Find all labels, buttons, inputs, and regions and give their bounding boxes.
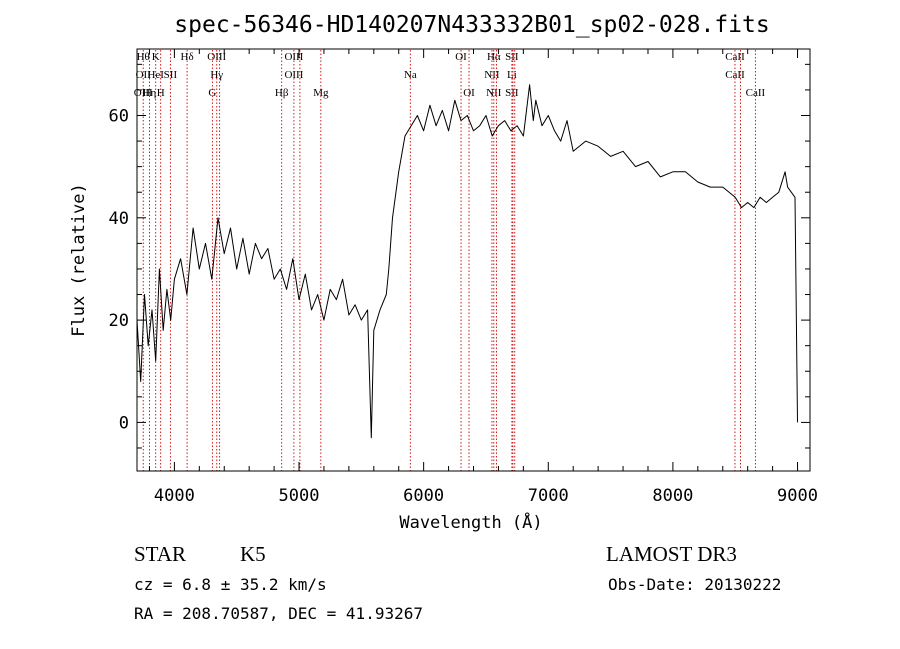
line-marker-label: Hα	[487, 51, 501, 63]
redshift-cz: cz = 6.8 ± 35.2 km/s	[134, 575, 327, 594]
line-marker-label: SII	[505, 51, 519, 63]
x-tick-label: 6000	[403, 486, 444, 506]
line-markers: HθOIIOIIIHηKHeIHSIIHδGOIIIHγHβOIIIOIIIMg…	[134, 50, 766, 471]
x-tick-label: 5000	[279, 486, 320, 506]
y-tick-label: 40	[109, 209, 129, 229]
y-tick-label: 60	[109, 106, 129, 126]
line-marker-label: SII	[164, 69, 178, 81]
x-tick-label: 7000	[528, 486, 569, 506]
coordinates: RA = 208.70587, DEC = 41.93267	[134, 604, 423, 623]
line-marker-label: Na	[404, 69, 417, 81]
line-marker-label: CaII	[746, 87, 766, 99]
spectrum-line	[136, 84, 798, 439]
object-class: STAR	[134, 542, 186, 566]
line-marker-label: NII	[486, 87, 502, 99]
x-tick-label: 9000	[777, 486, 818, 506]
y-tick-label: 0	[119, 413, 129, 433]
spectrum-series	[136, 84, 798, 439]
x-axis-label: Wavelength (Å)	[399, 511, 542, 533]
subclass: K5	[240, 542, 266, 566]
line-marker-label: Hβ	[275, 87, 289, 99]
y-axis-label: Flux (relative)	[69, 183, 89, 337]
x-tick-label: 8000	[652, 486, 693, 506]
chart-title: spec-56346-HD140207N433332B01_sp02-028.f…	[174, 12, 769, 38]
line-marker-label: Li	[507, 69, 517, 81]
y-tick-label: 20	[109, 311, 129, 331]
line-marker-label: OIII	[207, 51, 226, 63]
line-marker-label: OIII	[284, 69, 303, 81]
line-marker-label: Mg	[313, 87, 329, 99]
line-marker-label: OI	[463, 87, 475, 99]
line-marker-label: G	[208, 87, 216, 99]
line-marker-label: OI	[455, 51, 467, 63]
line-marker-label: SII	[505, 87, 519, 99]
line-marker-label: CaII	[725, 69, 745, 81]
line-marker-label: Hη	[143, 87, 157, 99]
plot-frame	[136, 48, 811, 472]
line-marker-label: OIII	[284, 51, 303, 63]
line-marker-label: OII	[136, 69, 152, 81]
x-tick-label: 4000	[154, 486, 195, 506]
line-marker-label: Hθ	[137, 51, 150, 63]
line-marker-label: Hδ	[181, 51, 194, 63]
axis-ticks: 4000 5000 6000 7000 8000 9000 0 20 40 60	[109, 49, 818, 506]
obs-date: Obs-Date: 20130222	[608, 575, 781, 594]
line-marker-label: H	[157, 87, 165, 99]
line-marker-label: Hγ	[210, 69, 223, 81]
line-marker-label: CaII	[725, 51, 745, 63]
line-marker-label: HeI	[147, 69, 164, 81]
line-marker-label: NII	[484, 69, 500, 81]
survey-name: LAMOST DR3	[606, 542, 737, 566]
line-marker-label: K	[152, 51, 160, 63]
